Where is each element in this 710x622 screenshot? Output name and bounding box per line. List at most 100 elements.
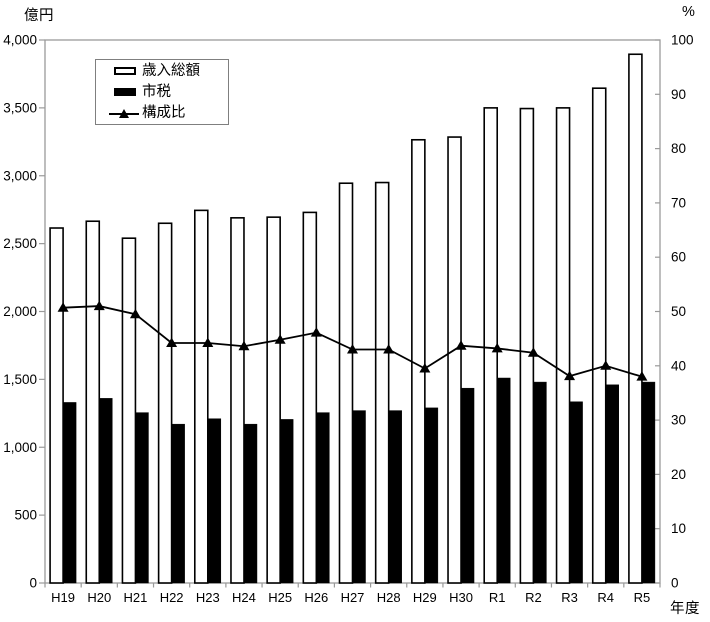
left-axis-tick-label: 0 — [29, 576, 37, 591]
left-axis-tick-label: 1,500 — [3, 372, 37, 387]
ratio-marker — [564, 370, 576, 381]
tax-bar — [207, 418, 222, 584]
ratio-marker — [383, 344, 395, 354]
right-axis-tick-label: 60 — [671, 250, 686, 265]
revenue-bar — [483, 107, 499, 584]
revenue-bar — [193, 209, 209, 584]
legend-label-tax: 市税 — [142, 83, 171, 100]
tax-bar — [352, 410, 366, 584]
ratio-marker — [93, 300, 105, 311]
left-axis-tick-label: 1,000 — [3, 440, 37, 455]
tax-bar — [496, 377, 511, 584]
tax-bar — [62, 402, 77, 584]
right-axis-tick-label: 90 — [671, 87, 686, 102]
revenue-bar — [591, 87, 607, 584]
category-label: H28 — [377, 590, 401, 605]
left-axis-tick-label: 3,500 — [3, 100, 37, 115]
ratio-marker — [600, 360, 612, 370]
category-label: H20 — [87, 590, 111, 605]
right-axis-tick-label: 70 — [671, 195, 686, 210]
revenue-bar — [628, 53, 643, 584]
revenue-bar — [302, 211, 318, 584]
tax-bar — [135, 412, 149, 584]
right-axis-tick-label: 100 — [671, 33, 694, 48]
revenue-bar — [447, 136, 462, 584]
ratio-marker — [310, 327, 322, 337]
revenue-bar — [157, 222, 173, 584]
ratio-marker — [274, 334, 286, 344]
right-axis-unit-label: % — [682, 4, 696, 20]
right-axis-tick-label: 40 — [671, 358, 686, 373]
tax-bar — [460, 387, 475, 584]
legend-label-revenue: 歳入総額 — [142, 62, 200, 79]
revenue-bar — [85, 220, 101, 584]
revenue-bar — [266, 216, 281, 584]
left-axis-unit-label: 億円 — [24, 8, 54, 24]
revenue-bar — [338, 182, 354, 584]
legend: 歳入総額 市税 構成比 — [95, 59, 229, 125]
category-label: H24 — [232, 590, 256, 605]
right-axis-tick-label: 20 — [671, 467, 686, 482]
ratio-marker — [202, 337, 214, 347]
left-axis-tick-label: 2,000 — [3, 304, 37, 319]
category-label: R5 — [634, 590, 651, 605]
tax-bar — [243, 423, 258, 584]
legend-item-ratio: 構成比 — [109, 103, 228, 124]
tax-bar — [605, 384, 619, 584]
right-axis-tick-label: 0 — [671, 576, 679, 591]
category-label: R4 — [597, 590, 614, 605]
right-axis-tick-label: 30 — [671, 413, 686, 428]
ratio-marker — [491, 342, 503, 353]
ratio-marker — [57, 302, 69, 312]
category-label: R1 — [489, 590, 506, 605]
tax-bar — [641, 381, 656, 584]
revenue-bar — [411, 138, 426, 584]
category-label: H27 — [341, 590, 365, 605]
ratio-marker — [527, 347, 539, 357]
white-bar-swatch-icon — [114, 67, 136, 75]
category-label: H19 — [51, 590, 75, 605]
tax-bar — [533, 381, 547, 584]
category-label: R3 — [561, 590, 578, 605]
tax-bar — [171, 423, 185, 584]
black-bar-swatch-icon — [114, 88, 136, 96]
category-label: H30 — [449, 590, 473, 605]
tax-bar — [316, 412, 330, 584]
tax-bar — [99, 398, 113, 584]
category-label: H21 — [124, 590, 148, 605]
revenue-swatch-wrap — [109, 67, 141, 75]
legend-item-revenue: 歳入総額 — [109, 61, 228, 82]
right-axis-tick-label: 10 — [671, 521, 686, 536]
right-axis-tick-label: 80 — [671, 141, 686, 156]
line-triangle-swatch-icon — [109, 108, 139, 119]
revenue-bar — [49, 227, 64, 584]
tax-bar — [424, 407, 439, 584]
left-axis-tick-label: 3,000 — [3, 168, 37, 183]
category-label: H22 — [160, 590, 184, 605]
revenue-bar — [374, 181, 390, 584]
category-label: H25 — [268, 590, 292, 605]
tax-bar — [388, 410, 402, 584]
ratio-marker — [636, 371, 648, 381]
legend-label-ratio: 構成比 — [142, 104, 186, 121]
ratio-marker — [238, 340, 250, 351]
ratio-marker — [419, 363, 431, 373]
left-axis-tick-label: 500 — [14, 508, 37, 523]
category-label: H26 — [304, 590, 328, 605]
category-label: H23 — [196, 590, 220, 605]
revenue-bar — [555, 107, 571, 584]
right-axis-tick-label: 50 — [671, 304, 686, 319]
tax-bar — [569, 401, 583, 584]
left-axis-tick-label: 4,000 — [3, 33, 37, 48]
legend-item-tax: 市税 — [109, 82, 228, 103]
category-label: H29 — [413, 590, 437, 605]
x-axis-unit-label: 年度 — [670, 601, 700, 617]
ratio-marker — [347, 344, 358, 354]
tax-swatch-wrap — [109, 88, 141, 96]
tax-bar — [279, 419, 294, 584]
ratio-marker — [166, 337, 178, 347]
revenue-bar — [519, 107, 535, 584]
revenue-bar — [230, 217, 245, 584]
